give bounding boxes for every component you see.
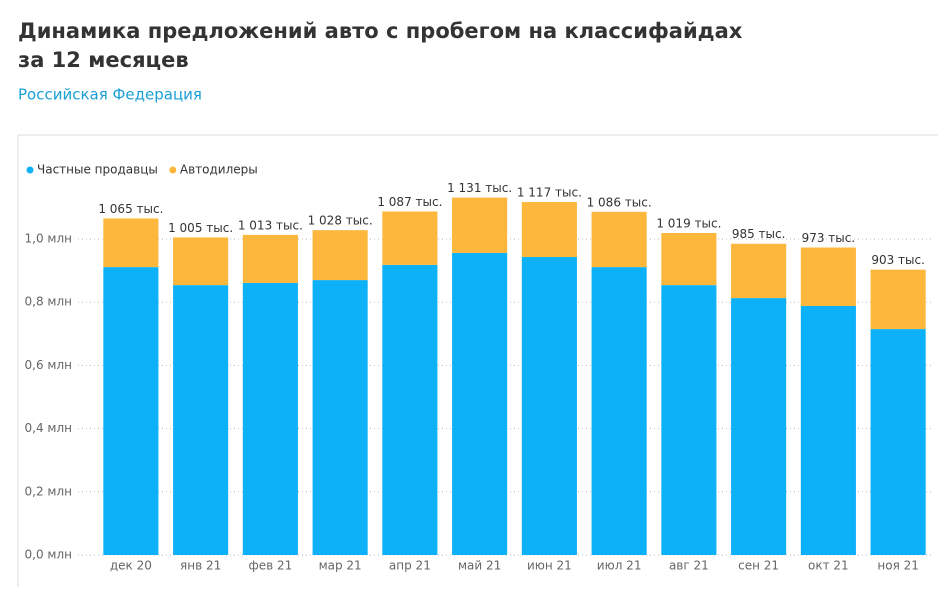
y-tick-label: 0,0 млн <box>25 548 72 562</box>
chart-title: за 12 месяцев <box>18 48 189 72</box>
bar-segment <box>173 237 229 286</box>
bar-segment <box>103 267 159 555</box>
bar-segment <box>382 211 438 265</box>
y-tick-label: 0,6 млн <box>25 358 72 372</box>
total-label: 1 065 тыс. <box>98 202 163 216</box>
bar-segment <box>382 264 438 555</box>
x-tick-label: апр 21 <box>389 559 431 573</box>
bar-segment <box>103 218 159 268</box>
x-tick-label: янв 21 <box>180 559 221 573</box>
bar-segment <box>870 269 926 330</box>
chart-subtitle: Российская Федерация <box>18 86 202 104</box>
total-label: 1 013 тыс. <box>238 218 303 232</box>
x-tick-label: мар 21 <box>319 559 362 573</box>
y-tick-label: 0,8 млн <box>25 295 72 309</box>
bar-segment <box>312 280 368 555</box>
bar-segment <box>800 305 856 555</box>
bar-segment <box>591 267 647 555</box>
x-tick-label: фев 21 <box>248 559 292 573</box>
total-label: 1 131 тыс. <box>447 181 512 195</box>
legend-label: Автодилеры <box>180 163 258 177</box>
x-tick-label: май 21 <box>458 559 501 573</box>
bar-segment <box>452 197 508 253</box>
total-label: 985 тыс. <box>732 227 786 241</box>
bar-segment <box>521 257 577 555</box>
total-label: 1 087 тыс. <box>377 195 442 209</box>
bar-segment <box>731 298 787 555</box>
bar-segment <box>312 230 368 281</box>
total-label: 1 019 тыс. <box>656 216 721 230</box>
bar-segment <box>521 202 577 258</box>
total-label: 1 005 тыс. <box>168 221 233 235</box>
total-label: 973 тыс. <box>802 231 856 245</box>
x-tick-label: сен 21 <box>738 559 779 573</box>
x-tick-label: ноя 21 <box>877 559 919 573</box>
legend-label: Частные продавцы <box>37 163 158 177</box>
legend-marker <box>169 166 177 174</box>
total-label: 903 тыс. <box>871 253 925 267</box>
total-label: 1 086 тыс. <box>587 195 652 209</box>
x-tick-label: окт 21 <box>808 559 849 573</box>
bar-segment <box>242 282 298 555</box>
x-tick-label: июн 21 <box>527 559 572 573</box>
y-tick-label: 0,2 млн <box>25 484 72 498</box>
bar-segment <box>800 247 856 306</box>
x-tick-label: дек 20 <box>110 559 152 573</box>
bar-segment <box>661 232 717 286</box>
total-label: 1 117 тыс. <box>517 186 582 200</box>
x-tick-label: авг 21 <box>669 559 709 573</box>
bar-segment <box>661 285 717 555</box>
y-tick-label: 0,4 млн <box>25 421 72 435</box>
bar-segment <box>870 329 926 555</box>
legend-marker <box>26 166 34 174</box>
bar-segment <box>452 252 508 556</box>
bar-segment <box>731 243 787 299</box>
total-label: 1 028 тыс. <box>308 214 373 228</box>
bar-segment <box>173 285 229 555</box>
y-tick-label: 1,0 млн <box>25 232 72 246</box>
bar-segment <box>591 211 647 268</box>
chart-title: Динамика предложений авто с пробегом на … <box>18 19 743 43</box>
bar-segment <box>242 234 298 283</box>
x-tick-label: июл 21 <box>597 559 642 573</box>
